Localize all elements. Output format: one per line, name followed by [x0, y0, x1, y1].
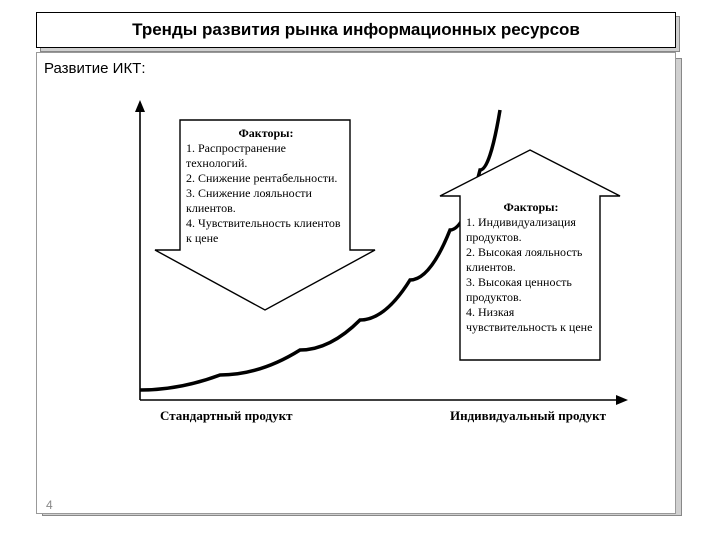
- left-factor-3: 3. Снижение лояльности клиентов.: [186, 186, 346, 216]
- right-factor-3: 3. Высокая ценность продуктов.: [466, 275, 596, 305]
- left-factors-heading: Факторы:: [186, 126, 346, 141]
- left-factor-4: 4. Чувствительность клиентов к цене: [186, 216, 346, 246]
- right-factor-4: 4. Низкая чувствительность к цене: [466, 305, 596, 335]
- subtitle: Развитие ИКТ:: [44, 60, 146, 77]
- title-box: Тренды развития рынка информационных рес…: [36, 12, 676, 48]
- right-factor-2: 2. Высокая лояльность клиентов.: [466, 245, 596, 275]
- x-axis-arrow: [616, 395, 628, 405]
- x-label-left: Стандартный продукт: [160, 408, 293, 423]
- diagram: Факторы: 1. Распространение технологий. …: [100, 100, 640, 480]
- right-factors-heading: Факторы:: [466, 200, 596, 215]
- left-factors-text-wrap: Факторы: 1. Распространение технологий. …: [186, 126, 346, 256]
- left-factor-2: 2. Снижение рентабельности.: [186, 171, 346, 186]
- x-label-right: Индивидуальный продукт: [450, 408, 607, 423]
- right-factor-1: 1. Индивидуализация продуктов.: [466, 215, 596, 245]
- page-number: 4: [46, 498, 53, 512]
- page-title: Тренды развития рынка информационных рес…: [132, 20, 580, 40]
- y-axis-arrow: [135, 100, 145, 112]
- left-factor-1: 1. Распространение технологий.: [186, 141, 346, 171]
- right-factors-text-wrap: Факторы: 1. Индивидуализация продуктов. …: [466, 200, 596, 358]
